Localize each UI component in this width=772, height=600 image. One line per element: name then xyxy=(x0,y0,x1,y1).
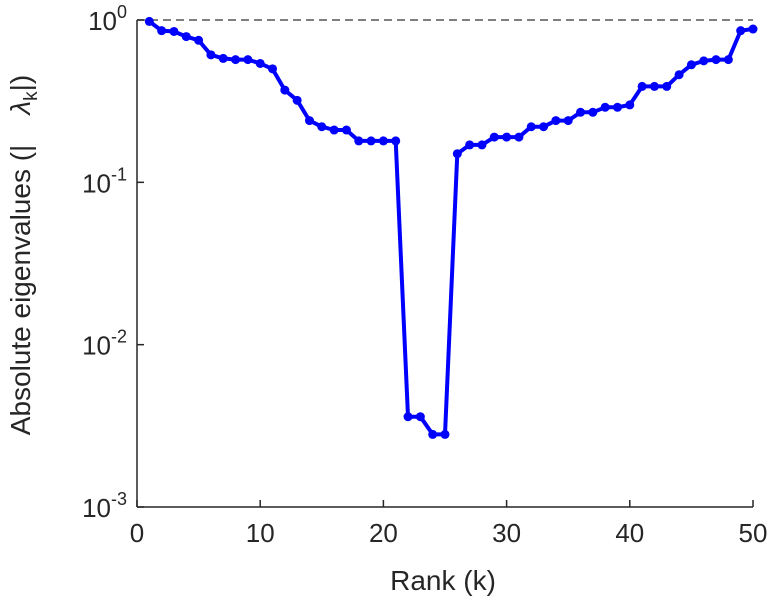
data-point xyxy=(181,32,191,42)
data-point xyxy=(514,132,524,142)
data-point xyxy=(551,116,561,126)
data-point xyxy=(711,55,721,65)
data-point xyxy=(576,107,586,117)
y-tick-base: 10 xyxy=(88,6,117,36)
data-point xyxy=(206,50,216,60)
data-point xyxy=(329,125,339,135)
data-point xyxy=(452,149,462,159)
data-point xyxy=(465,140,475,150)
data-point xyxy=(157,26,167,36)
y-tick-label: 10-2 xyxy=(82,327,127,361)
plot-area xyxy=(136,20,753,508)
data-point xyxy=(292,95,302,105)
y-tick-exponent: -1 xyxy=(111,164,127,184)
data-point xyxy=(686,60,696,70)
y-tick-label: 10-1 xyxy=(82,164,127,198)
data-point xyxy=(600,102,610,112)
data-point xyxy=(194,35,204,45)
data-point xyxy=(625,100,635,110)
data-point xyxy=(699,56,709,66)
data-point xyxy=(748,24,758,34)
data-point xyxy=(649,81,659,91)
x-tick-label: 50 xyxy=(739,518,768,548)
data-point xyxy=(612,102,622,112)
x-tick-label: 0 xyxy=(130,518,144,548)
x-tick-label: 40 xyxy=(615,518,644,548)
y-tick-base: 10 xyxy=(82,493,111,523)
data-point xyxy=(526,122,536,132)
data-point xyxy=(477,140,487,150)
y-tick-label: 100 xyxy=(88,2,127,36)
data-point xyxy=(489,132,499,142)
y-tick-exponent: 0 xyxy=(117,2,127,22)
data-point xyxy=(317,122,327,132)
data-point xyxy=(231,55,241,65)
y-axis-label-suffix: |) xyxy=(5,75,36,92)
y-axis-label-prefix: Absolute eigenvalues (| xyxy=(5,145,36,436)
x-tick-label: 20 xyxy=(369,518,398,548)
data-point xyxy=(588,107,598,117)
data-point xyxy=(255,58,265,68)
data-point xyxy=(378,136,388,146)
series-layer xyxy=(144,16,758,439)
data-point xyxy=(169,26,179,36)
y-tick-exponent: -3 xyxy=(111,489,127,509)
data-point xyxy=(440,429,450,439)
x-axis-ticks: 0 10 20 30 40 50 xyxy=(130,500,768,548)
y-axis-label: Absolute eigenvalues (| λk|) xyxy=(5,75,42,435)
data-point xyxy=(354,136,364,146)
data-point xyxy=(563,116,573,126)
y-tick-base: 10 xyxy=(82,331,111,361)
data-point xyxy=(341,125,351,135)
data-point xyxy=(268,64,278,74)
data-point xyxy=(304,116,314,126)
y-tick-base: 10 xyxy=(82,168,111,198)
data-point xyxy=(637,81,647,91)
data-point xyxy=(366,136,376,146)
data-point xyxy=(736,26,746,36)
data-point xyxy=(280,85,290,95)
data-point xyxy=(144,16,154,26)
y-tick-label: 10-3 xyxy=(82,489,127,523)
data-point xyxy=(415,412,425,422)
y-tick-exponent: -2 xyxy=(111,327,127,347)
y-axis-label-lambda: λ xyxy=(5,101,36,117)
x-tick-label: 30 xyxy=(492,518,521,548)
data-point xyxy=(218,53,228,63)
data-point xyxy=(723,55,733,65)
data-point xyxy=(403,412,413,422)
data-point xyxy=(539,122,549,132)
x-axis-label: Rank (k) xyxy=(390,565,496,596)
data-point xyxy=(662,81,672,91)
data-point xyxy=(502,132,512,142)
data-point xyxy=(243,55,253,65)
data-point xyxy=(428,429,438,439)
y-axis-label-subscript: k xyxy=(21,91,42,101)
x-tick-label: 10 xyxy=(246,518,275,548)
data-point xyxy=(674,70,684,80)
data-point xyxy=(391,136,401,146)
